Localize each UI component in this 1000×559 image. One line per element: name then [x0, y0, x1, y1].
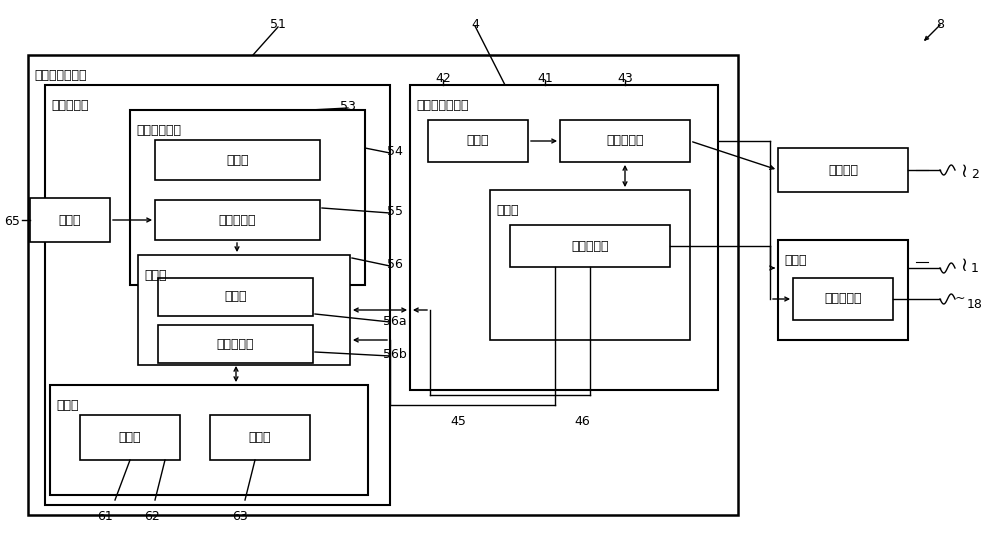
Text: 63: 63 [232, 510, 248, 523]
Text: 处理部: 处理部 [496, 204, 518, 217]
Bar [155, 200, 320, 240]
Text: 输入部: 输入部 [249, 431, 271, 444]
Bar [778, 240, 908, 340]
Text: 56a: 56a [383, 315, 407, 328]
Text: 4: 4 [471, 18, 479, 31]
Bar [210, 415, 310, 460]
Text: 运算处理装置: 运算处理装置 [136, 124, 181, 137]
Text: 动作控制部: 动作控制部 [606, 135, 644, 148]
Text: 61: 61 [97, 510, 113, 523]
Bar [490, 190, 690, 340]
Text: 41: 41 [537, 72, 553, 85]
Text: 作业工具: 作业工具 [828, 163, 858, 177]
Bar [158, 278, 313, 316]
Text: 51: 51 [270, 18, 286, 31]
Text: 2: 2 [971, 168, 979, 181]
Bar [778, 148, 908, 192]
Bar [30, 198, 110, 242]
Text: ~: ~ [955, 291, 966, 305]
Text: 麦克风: 麦克风 [59, 214, 81, 226]
Text: 1: 1 [971, 262, 979, 275]
Bar [793, 278, 893, 320]
Text: 62: 62 [144, 510, 160, 523]
Text: 机器人: 机器人 [784, 254, 806, 267]
Bar [50, 385, 368, 495]
Text: 传送部: 传送部 [224, 291, 247, 304]
Text: 45: 45 [450, 415, 466, 428]
Text: ~: ~ [955, 254, 974, 270]
Text: 示教操作盘: 示教操作盘 [51, 99, 88, 112]
Text: 18: 18 [967, 298, 983, 311]
Bar [130, 110, 365, 285]
Bar [560, 120, 690, 162]
Bar [158, 325, 313, 363]
Bar [428, 120, 528, 162]
Text: 机器人控制装置: 机器人控制装置 [416, 99, 468, 112]
Text: 8: 8 [936, 18, 944, 31]
Text: 42: 42 [435, 72, 451, 85]
Text: ~: ~ [955, 160, 974, 176]
Text: 机器人控制系统: 机器人控制系统 [34, 69, 87, 82]
Text: 46: 46 [574, 415, 590, 428]
Text: 处理部: 处理部 [144, 269, 166, 282]
Bar [80, 415, 180, 460]
Bar [410, 85, 718, 390]
Bar [28, 55, 738, 515]
Text: 65: 65 [4, 215, 20, 228]
Bar [45, 85, 390, 505]
Bar [155, 140, 320, 180]
Text: 显示部: 显示部 [119, 431, 141, 444]
Text: 43: 43 [617, 72, 633, 85]
Text: 56b: 56b [383, 348, 407, 361]
Text: 显示器: 显示器 [56, 399, 78, 412]
Text: 声音识别部: 声音识别部 [219, 214, 256, 226]
Text: 状态检测部: 状态检测部 [571, 239, 609, 253]
Text: 存储部: 存储部 [226, 154, 249, 167]
Bar [138, 255, 350, 365]
Bar [510, 225, 670, 267]
Text: 显示控制部: 显示控制部 [217, 338, 254, 350]
Text: 55: 55 [387, 205, 403, 218]
Text: 56: 56 [387, 258, 403, 271]
Text: 54: 54 [387, 145, 403, 158]
Text: 位置检测器: 位置检测器 [824, 292, 862, 306]
Text: 存储部: 存储部 [467, 135, 489, 148]
Text: 53: 53 [340, 100, 356, 113]
